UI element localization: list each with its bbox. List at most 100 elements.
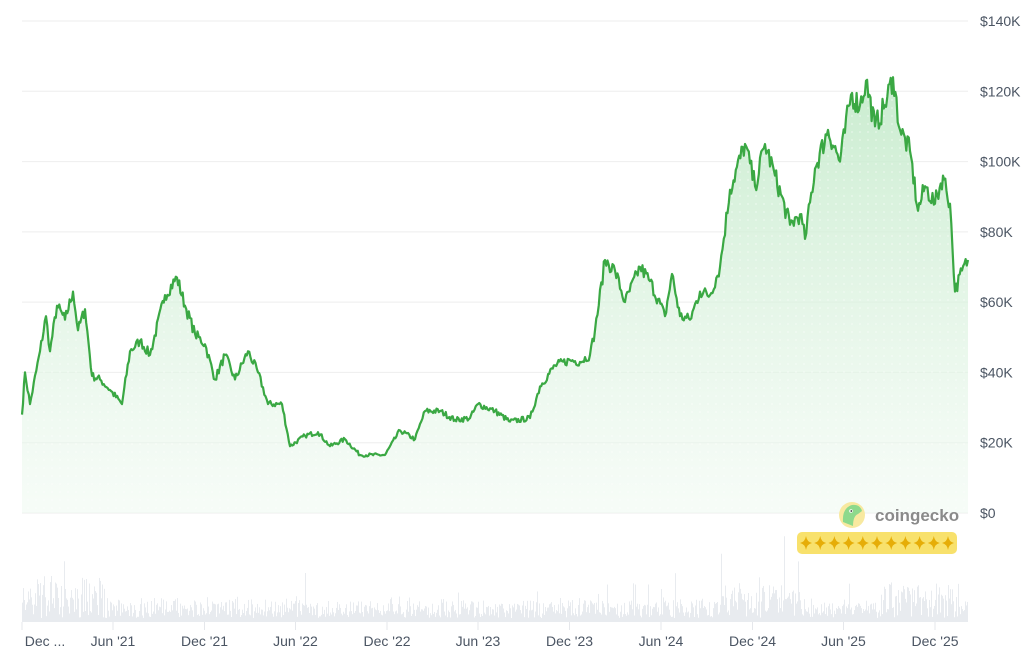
volume-bar	[725, 585, 726, 622]
volume-bar	[478, 601, 479, 622]
volume-bar	[35, 593, 36, 622]
volume-bar	[696, 599, 697, 622]
volume-bar	[617, 603, 618, 622]
volume-bar	[67, 599, 68, 622]
volume-bar	[961, 606, 962, 622]
volume-bar	[721, 553, 722, 622]
volume-bar	[597, 609, 598, 622]
volume-bar	[817, 607, 818, 622]
volume-bar	[289, 608, 290, 622]
volume-bar	[715, 603, 716, 622]
volume-bar	[796, 603, 797, 622]
volume-bar	[909, 591, 910, 622]
volume-bar	[571, 615, 572, 622]
volume-bar	[778, 612, 779, 622]
volume-bar	[748, 592, 749, 622]
volume-bar	[283, 615, 284, 622]
volume-bar	[554, 605, 555, 622]
volume-bar	[846, 606, 847, 622]
volume-bar	[40, 583, 41, 622]
volume-bar	[544, 614, 545, 622]
volume-bar	[107, 598, 108, 622]
volume-bar	[955, 611, 956, 622]
volume-bar	[677, 602, 678, 622]
volume-bar	[611, 607, 612, 622]
volume-bar	[274, 611, 275, 622]
volume-bar	[208, 606, 209, 622]
volume-bar	[257, 603, 258, 622]
volume-bar	[504, 612, 505, 622]
volume-bar	[196, 604, 197, 622]
volume-bar	[116, 605, 117, 622]
volume-bar	[402, 613, 403, 622]
volume-bar	[439, 615, 440, 622]
volume-bar	[174, 600, 175, 622]
volume-bar	[876, 611, 877, 622]
volume-bar	[74, 611, 75, 622]
volume-bar	[535, 611, 536, 622]
volume-bar	[54, 608, 55, 622]
volume-bar	[447, 617, 448, 622]
volume-bar	[882, 614, 883, 622]
volume-bar	[91, 612, 92, 622]
volume-bar	[691, 601, 692, 622]
volume-bar	[592, 603, 593, 622]
volume-bar	[78, 598, 79, 622]
volume-bar	[455, 609, 456, 622]
volume-bar	[825, 614, 826, 622]
volume-bar	[246, 610, 247, 622]
volume-bar	[164, 615, 165, 622]
volume-bar	[910, 594, 911, 622]
volume-bar	[444, 611, 445, 622]
volume-bar	[583, 603, 584, 622]
volume-bar	[309, 613, 310, 622]
volume-bar	[483, 600, 484, 622]
volume-bar	[235, 599, 236, 622]
volume-bar	[268, 607, 269, 622]
volume-bar	[959, 606, 960, 622]
volume-bar	[430, 613, 431, 622]
volume-bar	[853, 614, 854, 622]
volume-bar	[424, 608, 425, 622]
volume-bar	[186, 609, 187, 622]
volume-bar	[467, 607, 468, 622]
volume-bar	[142, 615, 143, 622]
volume-bar	[399, 596, 400, 622]
y-tick-label: $100K	[980, 154, 1021, 170]
volume-bar	[673, 600, 674, 622]
volume-bar	[386, 611, 387, 622]
volume-bar	[454, 611, 455, 622]
volume-bar	[579, 598, 580, 622]
volume-bar	[615, 608, 616, 622]
volume-bar	[711, 616, 712, 622]
volume-bar	[786, 599, 787, 622]
volume-bar	[904, 589, 905, 622]
volume-bar	[338, 609, 339, 622]
volume-bar	[32, 604, 33, 622]
volume-bar	[528, 617, 529, 622]
volume-bar	[267, 611, 268, 622]
volume-bar	[510, 608, 511, 622]
volume-bar	[306, 604, 307, 622]
volume-bar	[880, 616, 881, 622]
volume-bar	[861, 608, 862, 622]
volume-bar	[404, 617, 405, 622]
y-tick-label: $0	[980, 505, 996, 521]
volume-bar	[641, 617, 642, 622]
volume-bar	[389, 611, 390, 622]
volume-bar	[426, 606, 427, 622]
volume-bar	[551, 602, 552, 622]
volume-bar	[331, 614, 332, 622]
volume-bar	[178, 612, 179, 622]
volume-bar	[258, 612, 259, 622]
volume-bar	[123, 604, 124, 622]
volume-bar	[276, 616, 277, 622]
volume-bar	[322, 606, 323, 622]
volume-bar	[286, 598, 287, 622]
volume-bar	[82, 577, 83, 622]
volume-bar	[75, 588, 76, 622]
volume-bar	[580, 615, 581, 622]
volume-bar	[47, 605, 48, 622]
volume-bar	[325, 616, 326, 622]
volume-bar	[248, 599, 249, 622]
